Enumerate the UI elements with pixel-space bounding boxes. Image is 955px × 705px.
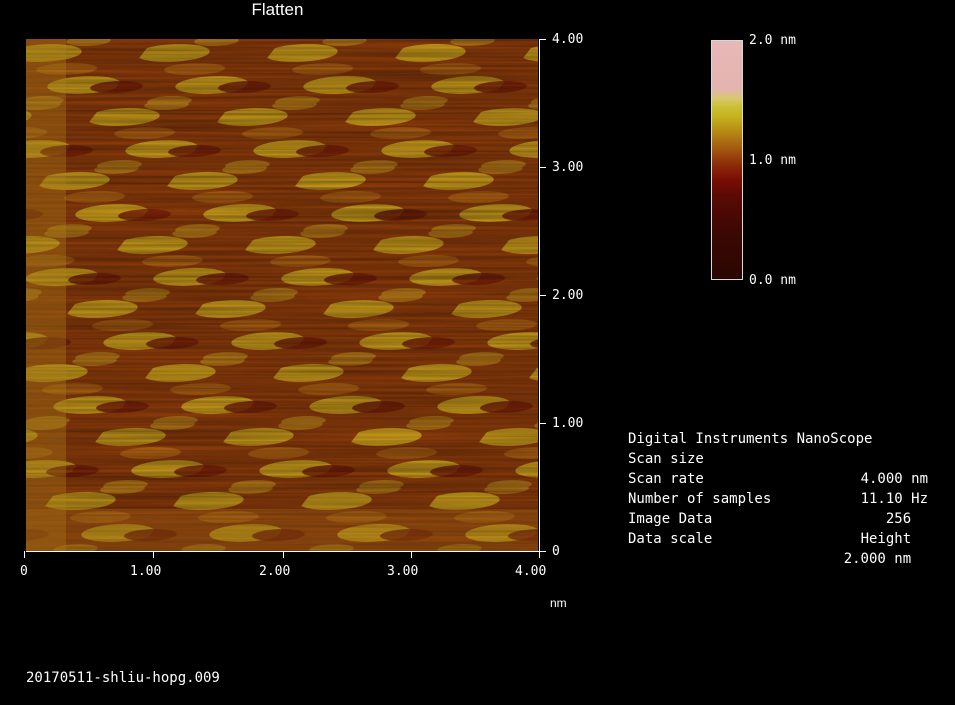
info-row-data-scale: Data scale 2.000 nm <box>628 509 933 567</box>
x-tick-label: 1.00 <box>130 564 162 579</box>
y-tick-label: 2.00 <box>552 288 584 303</box>
info-value: 11.10 Hz <box>860 491 928 507</box>
x-unit-label: nm <box>550 596 567 610</box>
image-title: Flatten <box>251 0 304 19</box>
colorbar-bottom-label: 0.0 nm <box>749 273 796 288</box>
height-colorbar <box>711 40 743 280</box>
file-name: 20170511-shliu-hopg.009 <box>26 670 220 686</box>
info-header: Digital Instruments NanoScope <box>628 409 933 447</box>
info-value: 4.000 nm <box>860 471 928 487</box>
info-value: Height <box>860 531 928 547</box>
x-tick-label: 2.00 <box>259 564 291 579</box>
x-tick-label: 4.00 <box>515 564 547 579</box>
info-key: Data scale <box>628 531 713 547</box>
info-key: Scan size <box>628 451 704 467</box>
afm-height-image[interactable] <box>26 39 538 551</box>
info-key: Number of samples <box>628 491 772 507</box>
info-row-image-data: Image Data Height <box>628 489 933 547</box>
info-row-scan-rate: Scan rate 11.10 Hz <box>628 449 933 507</box>
info-key: Scan rate <box>628 471 704 487</box>
scan-info-panel: Digital Instruments NanoScope Scan size … <box>628 409 933 567</box>
colorbar-mid-label: 1.0 nm <box>749 153 796 168</box>
info-header-text: Digital Instruments NanoScope <box>628 431 873 447</box>
info-key: Image Data <box>628 511 713 527</box>
colorbar-top-label: 2.0 nm <box>749 33 796 48</box>
info-value: 2.000 nm <box>843 551 928 567</box>
x-tick-label: 0 <box>20 564 28 579</box>
y-tick-label: 3.00 <box>552 160 584 175</box>
y-tick-label: 0 <box>552 544 560 559</box>
y-tick-label: 1.00 <box>552 416 584 431</box>
y-tick-label: 4.00 <box>552 32 584 47</box>
x-tick-label: 3.00 <box>387 564 419 579</box>
info-row-samples: Number of samples 256 <box>628 469 933 527</box>
info-value: 256 <box>885 511 928 527</box>
info-row-scan-size: Scan size 4.000 nm <box>628 429 933 487</box>
